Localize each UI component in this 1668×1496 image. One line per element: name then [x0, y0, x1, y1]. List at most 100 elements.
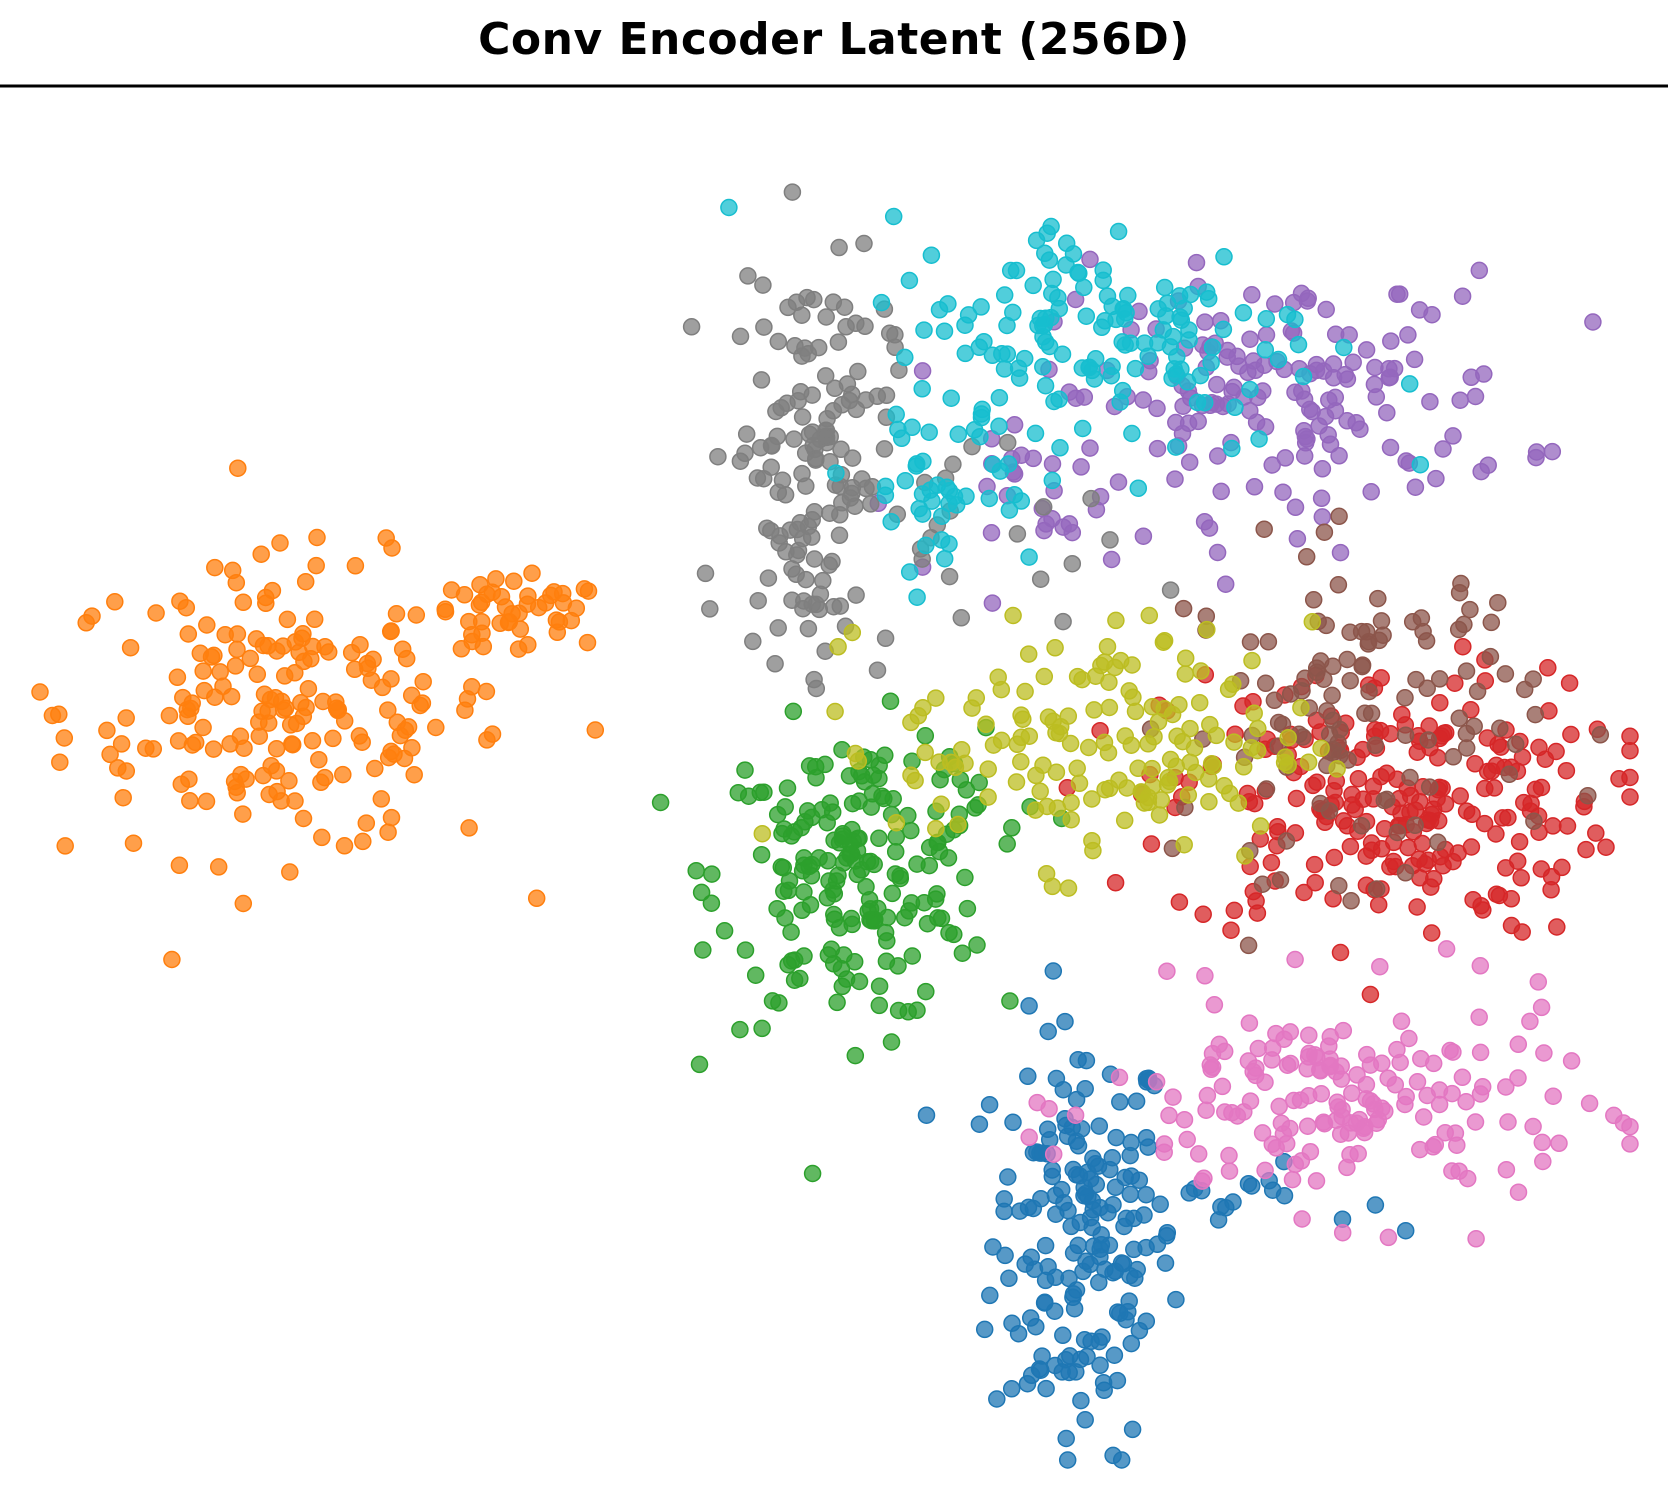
scatter-point-series-5 — [1500, 765, 1519, 784]
scatter-point-series-2 — [690, 1055, 709, 1074]
scatter-point-series-6 — [1379, 1069, 1397, 1087]
scatter-point-series-8 — [1236, 847, 1254, 865]
scatter-point-series-5 — [1457, 724, 1476, 743]
scatter-point-series-7 — [823, 552, 841, 571]
scatter-point-series-4 — [1326, 325, 1345, 344]
scatter-point-series-7 — [769, 332, 788, 351]
scatter-point-series-3 — [1463, 805, 1481, 824]
scatter-point-series-1 — [281, 716, 300, 734]
scatter-point-series-3 — [1361, 985, 1380, 1004]
scatter-point-series-9 — [1077, 307, 1096, 325]
scatter-point-series-3 — [1474, 901, 1492, 919]
scatter-point-series-8 — [979, 788, 997, 806]
scatter-point-series-1 — [523, 564, 541, 582]
scatter-point-series-3 — [1262, 853, 1281, 872]
scatter-point-series-0 — [1056, 1012, 1074, 1031]
scatter-point-series-3 — [1476, 779, 1494, 798]
scatter-point-series-2 — [768, 805, 787, 824]
scatter-point-series-6 — [1400, 1029, 1418, 1048]
scatter-point-series-7 — [829, 333, 848, 351]
scatter-point-series-8 — [1251, 817, 1270, 835]
scatter-point-series-6 — [1397, 1087, 1415, 1106]
scatter-point-series-8 — [1292, 698, 1310, 717]
scatter-point-series-8 — [1245, 704, 1263, 722]
scatter-point-series-3 — [1422, 805, 1441, 824]
scatter-point-series-1 — [334, 765, 352, 784]
scatter-point-series-8 — [1062, 810, 1080, 829]
scatter-point-series-3 — [1349, 769, 1368, 788]
scatter-point-series-9 — [1335, 338, 1353, 357]
scatter-point-series-1 — [117, 709, 135, 727]
scatter-point-series-9 — [1203, 338, 1222, 357]
scatter-point-series-1 — [290, 643, 308, 662]
scatter-point-series-8 — [1181, 719, 1199, 738]
scatter-point-series-3 — [1331, 943, 1350, 962]
scatter-point-series-2 — [842, 909, 861, 928]
scatter-point-series-8 — [1207, 726, 1226, 745]
scatter-point-series-4 — [1208, 543, 1227, 562]
scatter-point-series-3 — [1526, 780, 1545, 799]
scatter-point-series-9 — [907, 455, 926, 473]
scatter-point-series-4 — [1216, 575, 1235, 593]
scatter-point-series-8 — [1224, 675, 1242, 693]
scatter-point-series-8 — [1016, 682, 1034, 701]
scatter-point-series-9 — [972, 405, 991, 423]
scatter-point-series-0 — [1004, 1113, 1022, 1132]
scatter-point-series-6 — [1339, 1124, 1358, 1142]
scatter-point-series-8 — [1199, 770, 1218, 788]
scatter-point-series-9 — [1057, 234, 1076, 253]
scatter-point-series-2 — [846, 1046, 865, 1065]
scatter-point-series-7 — [868, 387, 887, 406]
scatter-point-series-4 — [1081, 250, 1099, 269]
scatter-point-series-7 — [709, 447, 727, 466]
scatter-point-series-3 — [1562, 725, 1580, 744]
scatter-point-series-0 — [1091, 1356, 1109, 1375]
scatter-point-series-2 — [968, 936, 986, 954]
scatter-point-series-4 — [1148, 399, 1166, 418]
scatter-point-series-1 — [241, 649, 260, 668]
scatter-point-series-1 — [206, 558, 224, 577]
scatter-point-series-6 — [1283, 1170, 1302, 1189]
scatter-point-series-4 — [1081, 439, 1099, 457]
scatter-point-series-3 — [1194, 905, 1212, 924]
scatter-point-series-6 — [1580, 1094, 1599, 1113]
scatter-point-series-4 — [1365, 375, 1384, 394]
scatter-point-series-8 — [1159, 769, 1177, 787]
scatter-point-series-4 — [1066, 290, 1085, 309]
scatter-point-series-2 — [736, 761, 754, 779]
scatter-point-series-2 — [903, 947, 922, 965]
scatter-point-series-0 — [1002, 1380, 1021, 1398]
scatter-point-series-1 — [460, 819, 478, 837]
scatter-point-series-1 — [223, 561, 242, 580]
scatter-point-series-9 — [999, 455, 1018, 473]
scatter-point-series-6 — [1195, 1169, 1213, 1188]
scatter-point-series-5 — [1329, 576, 1348, 594]
scatter-point-series-8 — [1243, 651, 1261, 670]
scatter-point-series-9 — [1050, 390, 1068, 409]
scatter-point-series-6 — [1240, 1014, 1259, 1032]
scatter-point-series-4 — [1527, 448, 1545, 467]
scatter-point-series-9 — [1269, 350, 1288, 369]
scatter-point-series-1 — [518, 595, 537, 613]
scatter-point-series-0 — [1069, 1137, 1088, 1155]
scatter-point-series-0 — [1396, 1221, 1415, 1240]
scatter-point-series-8 — [1225, 733, 1243, 751]
scatter-point-series-8 — [1051, 717, 1070, 736]
scatter-point-series-6 — [1392, 1012, 1411, 1031]
scatter-point-series-9 — [896, 471, 915, 490]
scatter-point-series-9 — [1044, 270, 1062, 289]
scatter-point-series-4 — [1312, 489, 1331, 508]
scatter-point-series-1 — [197, 792, 216, 811]
scatter-point-series-5 — [1449, 620, 1468, 639]
scatter-point-series-9 — [1129, 479, 1148, 497]
scatter-point-series-1 — [234, 593, 253, 612]
scatter-point-series-5 — [1353, 656, 1372, 674]
scatter-point-series-7 — [1034, 498, 1053, 516]
scatter-point-series-9 — [1149, 334, 1167, 352]
scatter-point-series-4 — [1299, 289, 1317, 308]
scatter-point-series-8 — [1143, 759, 1161, 778]
scatter-point-series-6 — [1044, 1145, 1063, 1163]
scatter-point-series-1 — [144, 740, 163, 758]
scatter-point-series-6 — [1205, 996, 1224, 1014]
scatter-point-series-8 — [977, 715, 995, 734]
